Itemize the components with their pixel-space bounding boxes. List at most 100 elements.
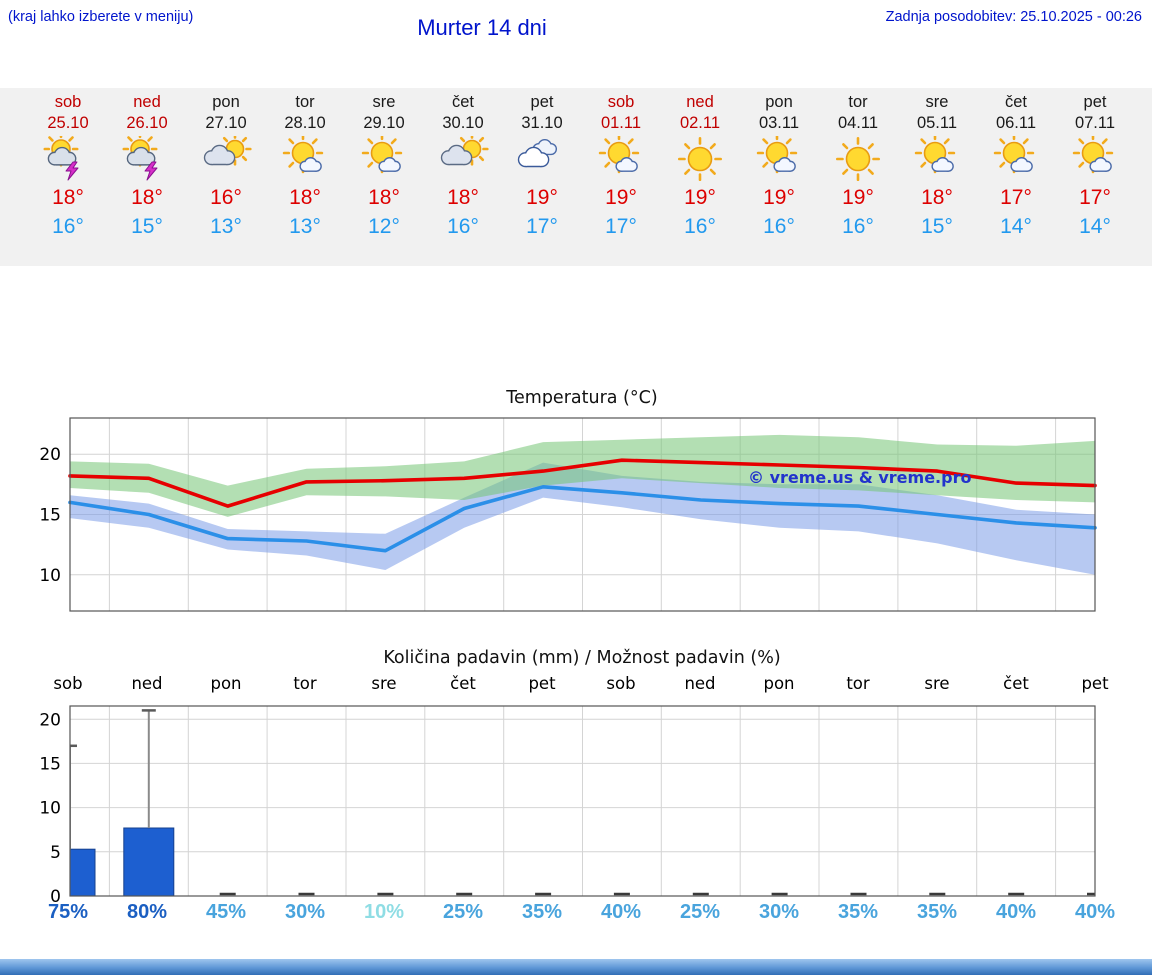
svg-text:10: 10	[39, 799, 61, 819]
day-date: 26.10	[126, 114, 168, 132]
precip-probability: 25%	[442, 901, 484, 923]
day-name: tor	[848, 93, 868, 111]
sun-small-cloud-icon	[1055, 132, 1135, 186]
precip-probability: 10%	[363, 901, 405, 923]
forecast-day[interactable]: čet 06.11 17° 14°	[976, 88, 1056, 239]
forecast-day[interactable]: sre 29.10 18° 12°	[344, 88, 424, 239]
forecast-day[interactable]: ned 02.11 19° 16°	[660, 88, 740, 239]
precip-day-label: ned	[684, 674, 716, 693]
footer-bar	[0, 959, 1152, 975]
precip-day-label: sob	[606, 674, 636, 693]
day-name: sre	[925, 93, 949, 111]
precip-probability: 35%	[916, 901, 958, 923]
cloud-sun-icon	[423, 132, 503, 186]
high-temp: 19°	[526, 186, 558, 209]
temperature-chart: 10 15 20	[0, 415, 1152, 625]
svg-text:20: 20	[39, 710, 61, 730]
high-temp: 18°	[131, 186, 163, 209]
day-name: čet	[1004, 93, 1027, 111]
forecast-day[interactable]: tor 28.10 18° 13°	[265, 88, 345, 239]
high-temp: 18°	[368, 186, 400, 209]
day-date: 02.11	[679, 114, 721, 132]
precip-day-label: pet	[1081, 674, 1109, 693]
high-temp: 19°	[605, 186, 637, 209]
precip-probability-row: 75% 80% 45% 30% 10% 25% 35% 40% 25% 30% 35% 35% 40% 4…	[0, 901, 1152, 929]
forecast-day[interactable]: pet 07.11 17° 14°	[1055, 88, 1135, 239]
low-temp: 15°	[921, 215, 953, 238]
precip-probability: 35%	[837, 901, 879, 923]
day-date: 05.11	[916, 114, 958, 132]
day-date: 28.10	[284, 114, 326, 132]
forecast-day[interactable]: sob 25.10 18° 16°	[28, 88, 108, 239]
forecast-day[interactable]: sob 01.11 19° 17°	[581, 88, 661, 239]
forecast-day[interactable]: sre 05.11 18° 15°	[897, 88, 977, 239]
svg-text:5: 5	[50, 843, 61, 863]
precip-day-label: sre	[924, 674, 950, 693]
svg-text:20: 20	[39, 445, 61, 465]
forecast-day[interactable]: pon 03.11 19° 16°	[739, 88, 819, 239]
sunny-icon	[660, 136, 740, 186]
low-temp: 16°	[763, 215, 795, 238]
cloudy-icon	[502, 136, 582, 186]
low-temp: 17°	[605, 215, 637, 238]
precip-day-label: pon	[210, 674, 242, 693]
precip-chart-title: Količina padavin (mm) / Možnost padavin …	[383, 648, 781, 668]
forecast-day[interactable]: pet 31.10 19° 17°	[502, 88, 582, 239]
day-name: ned	[133, 93, 161, 111]
forecast-day[interactable]: ned 26.10 18° 15°	[107, 88, 187, 239]
precip-day-label: čet	[1003, 674, 1029, 693]
high-temp: 19°	[842, 186, 874, 209]
precip-probability: 40%	[600, 901, 642, 923]
day-date: 31.10	[521, 114, 563, 132]
precip-day-label: sob	[53, 674, 83, 693]
precip-day-label: pon	[763, 674, 795, 693]
day-name: pet	[530, 93, 554, 111]
precip-day-label: čet	[450, 674, 476, 693]
precip-probability: 40%	[1074, 901, 1116, 923]
svg-text:0: 0	[50, 887, 61, 903]
day-name: pon	[765, 93, 793, 111]
precip-probability: 80%	[126, 901, 168, 923]
day-name: pet	[1083, 93, 1107, 111]
forecast-strip: sob 25.10 18° 16° ned 26.10 18° 15° pon 27.10 16° 1…	[0, 88, 1152, 266]
last-updated: Zadnja posodobitev: 25.10.2025 - 00:26	[885, 9, 1142, 25]
low-temp: 13°	[210, 215, 242, 238]
high-temp: 18°	[52, 186, 84, 209]
high-temp: 17°	[1000, 186, 1032, 209]
precip-probability: 30%	[284, 901, 326, 923]
precip-probability: 30%	[758, 901, 800, 923]
low-temp: 14°	[1000, 215, 1032, 238]
precip-probability: 45%	[205, 901, 247, 923]
low-temp: 17°	[526, 215, 558, 238]
precip-probability: 75%	[47, 901, 89, 923]
cloud-sun-icon	[186, 132, 266, 186]
low-temp: 12°	[368, 215, 400, 238]
svg-text:15: 15	[39, 754, 61, 774]
day-date: 01.11	[600, 114, 642, 132]
day-date: 07.11	[1074, 114, 1116, 132]
high-temp: 18°	[921, 186, 953, 209]
low-temp: 16°	[447, 215, 479, 238]
watermark-link[interactable]: © vreme.us & vreme.pro	[748, 468, 972, 487]
sun-small-cloud-icon	[344, 132, 424, 186]
day-name: sob	[607, 93, 635, 111]
forecast-day[interactable]: tor 04.11 19° 16°	[818, 88, 898, 239]
low-temp: 14°	[1079, 215, 1111, 238]
svg-text:15: 15	[39, 506, 61, 526]
page-title: Murter 14 dni	[417, 15, 547, 40]
sun-small-cloud-icon	[739, 132, 819, 186]
sun-small-cloud-icon	[897, 132, 977, 186]
high-temp: 19°	[763, 186, 795, 209]
sun-small-cloud-icon	[265, 132, 345, 186]
day-name: ned	[686, 93, 714, 111]
forecast-day[interactable]: pon 27.10 16° 13°	[186, 88, 266, 239]
high-temp: 18°	[447, 186, 479, 209]
day-name: sob	[54, 93, 82, 111]
day-date: 29.10	[363, 114, 405, 132]
high-temp: 19°	[684, 186, 716, 209]
forecast-day[interactable]: čet 30.10 18° 16°	[423, 88, 503, 239]
precip-day-label: tor	[293, 674, 317, 693]
day-date: 25.10	[47, 114, 89, 132]
day-name: tor	[295, 93, 315, 111]
